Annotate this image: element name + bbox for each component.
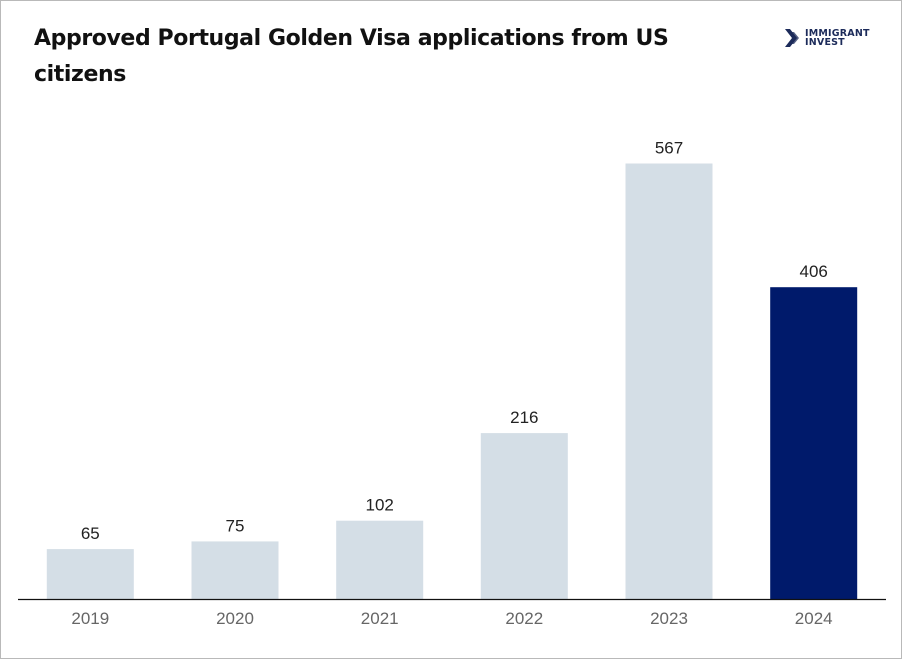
brand-logo: IMMIGRANT INVEST (785, 29, 870, 47)
data-label-2020: 75 (226, 516, 245, 535)
immigrant-invest-logo-icon (785, 29, 799, 47)
x-tick-label-2022: 2022 (505, 609, 543, 628)
bar-2019 (46, 549, 134, 599)
x-tick-label-2019: 2019 (71, 609, 109, 628)
data-label-2023: 567 (655, 139, 683, 158)
bar-2021 (336, 520, 424, 599)
logo-wordmark: IMMIGRANT INVEST (805, 28, 870, 48)
x-tick-label-2023: 2023 (650, 609, 688, 628)
bar-2023 (625, 163, 713, 599)
chart-title: Approved Portugal Golden Visa applicatio… (34, 26, 669, 87)
bar-2020 (191, 541, 279, 599)
data-label-2024: 406 (800, 262, 828, 281)
x-tick-label-2020: 2020 (216, 609, 254, 628)
bar-2024 (770, 287, 858, 599)
data-label-2022: 216 (510, 408, 538, 427)
logo-line-2: INVEST (805, 37, 845, 48)
data-label-2019: 65 (81, 524, 100, 543)
bar-2022 (480, 433, 568, 599)
x-tick-label-2024: 2024 (795, 609, 833, 628)
logo-line-1: IMMIGRANT (805, 28, 870, 39)
x-tick-label-2021: 2021 (361, 609, 399, 628)
data-label-2021: 102 (366, 496, 394, 515)
